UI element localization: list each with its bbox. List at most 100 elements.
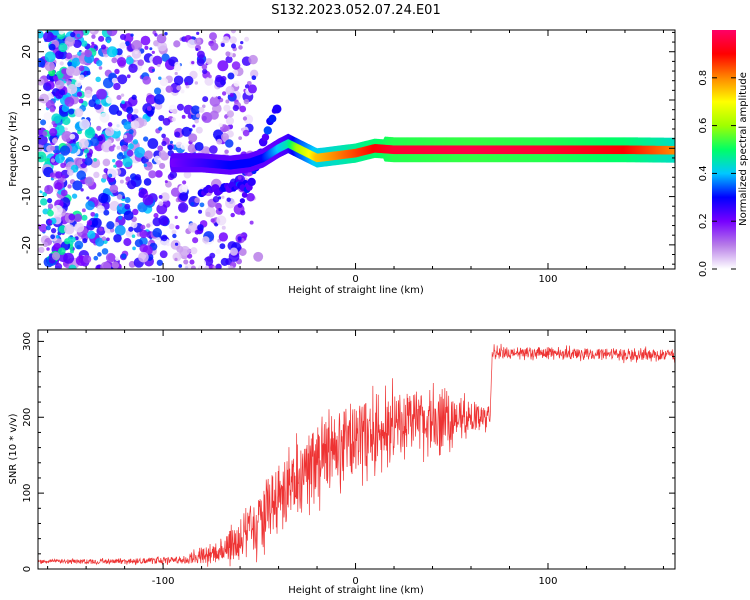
noise-blob: [70, 32, 76, 38]
noise-blob: [116, 194, 123, 200]
noise-blob: [202, 104, 206, 109]
noise-blob: [190, 202, 195, 206]
noise-blob: [201, 64, 208, 70]
noise-blob: [190, 265, 196, 269]
noise-blob: [159, 250, 168, 259]
noise-blob: [40, 119, 47, 126]
noise-blob: [239, 105, 247, 113]
noise-blob: [159, 162, 166, 170]
noise-blob: [111, 57, 118, 64]
noise-blob: [98, 35, 105, 42]
colorbar-gradient: [712, 30, 736, 269]
noise-blob: [216, 138, 223, 145]
noise-blob: [192, 124, 196, 128]
noise-blob: [215, 263, 222, 269]
noise-blob: [90, 158, 101, 169]
noise-blob: [238, 136, 243, 141]
noise-blob: [119, 179, 124, 184]
noise-blob: [229, 36, 237, 44]
noise-blob: [38, 78, 45, 86]
noise-blob: [73, 213, 83, 222]
noise-blob: [113, 164, 117, 169]
noise-blob: [42, 208, 49, 215]
noise-blob: [53, 123, 57, 128]
noise-blob: [205, 57, 213, 65]
noise-blob: [51, 30, 61, 36]
noise-blob: [187, 39, 197, 49]
noise-blob: [195, 126, 203, 134]
noise-blob: [181, 126, 192, 137]
noise-blob: [225, 86, 235, 95]
noise-blob: [66, 80, 72, 86]
noise-blob: [149, 47, 153, 51]
noise-blob: [165, 85, 173, 93]
colorbar-tick-label: 0.2: [698, 213, 709, 229]
noise-blob: [148, 170, 157, 179]
noise-blob: [123, 134, 128, 139]
noise-blob: [161, 140, 167, 147]
noise-blob: [152, 55, 163, 66]
noise-blob: [151, 50, 155, 55]
noise-blob: [69, 249, 75, 254]
noise-blob: [45, 225, 51, 231]
noise-blob: [188, 133, 198, 143]
noise-blob: [54, 263, 63, 269]
noise-blob: [43, 31, 54, 43]
noise-blob: [194, 37, 202, 46]
noise-blob: [124, 203, 131, 210]
noise-blob: [139, 229, 148, 239]
noise-blob: [187, 222, 198, 233]
noise-blob: [237, 175, 242, 180]
noise-blob: [122, 195, 126, 200]
noise-blob: [42, 241, 49, 248]
noise-blob: [70, 236, 76, 243]
noise-blob: [191, 105, 201, 115]
noise-blob: [210, 218, 215, 223]
noise-blob: [154, 33, 158, 37]
noise-blob: [209, 96, 221, 107]
noise-blob: [75, 80, 82, 88]
noise-blob: [59, 145, 71, 156]
y-tick-label: 0: [22, 566, 33, 572]
noise-blob: [97, 252, 102, 257]
noise-blob: [156, 259, 163, 266]
noise-blob: [174, 131, 181, 138]
noise-blob: [84, 89, 93, 99]
colorbar-tick-label: 0.6: [698, 118, 709, 134]
y-tick-label: 10: [20, 93, 33, 107]
noise-blob: [183, 259, 189, 265]
noise-blob: [108, 173, 113, 178]
noise-blob: [143, 163, 148, 167]
noise-blob: [82, 238, 88, 244]
noise-blob: [212, 93, 217, 98]
noise-blob: [64, 127, 68, 131]
noise-blob: [86, 152, 93, 158]
noise-blob: [91, 217, 102, 228]
colorbar: 0.0 0.2 0.4 0.6 0.8 Normalized spectral ampl…: [698, 30, 749, 277]
noise-blob: [84, 176, 95, 187]
noise-blob: [67, 61, 72, 67]
noise-blob: [137, 202, 148, 213]
noise-blob: [194, 229, 200, 235]
noise-blob: [48, 43, 56, 51]
x-tick-label: 100: [538, 576, 557, 587]
noise-blob: [93, 255, 99, 261]
noise-blob: [174, 215, 178, 220]
noise-blob: [158, 150, 167, 158]
noise-blob: [229, 93, 234, 98]
snr-background: [38, 330, 675, 569]
noise-blob: [154, 93, 165, 105]
noise-blob: [221, 195, 225, 199]
noise-blob: [52, 204, 63, 216]
noise-blob: [224, 45, 231, 52]
noise-blob: [58, 30, 65, 35]
noise-blob: [216, 34, 222, 40]
noise-blob: [50, 234, 56, 240]
snr-panel: -100 0 100 0 100 200 300 Height of straight li…: [8, 329, 676, 596]
noise-blob: [115, 160, 123, 168]
noise-blob: [40, 198, 48, 206]
noise-blob: [87, 230, 96, 239]
noise-blob: [64, 96, 75, 107]
noise-blob: [101, 236, 107, 241]
noise-blob: [215, 202, 222, 210]
